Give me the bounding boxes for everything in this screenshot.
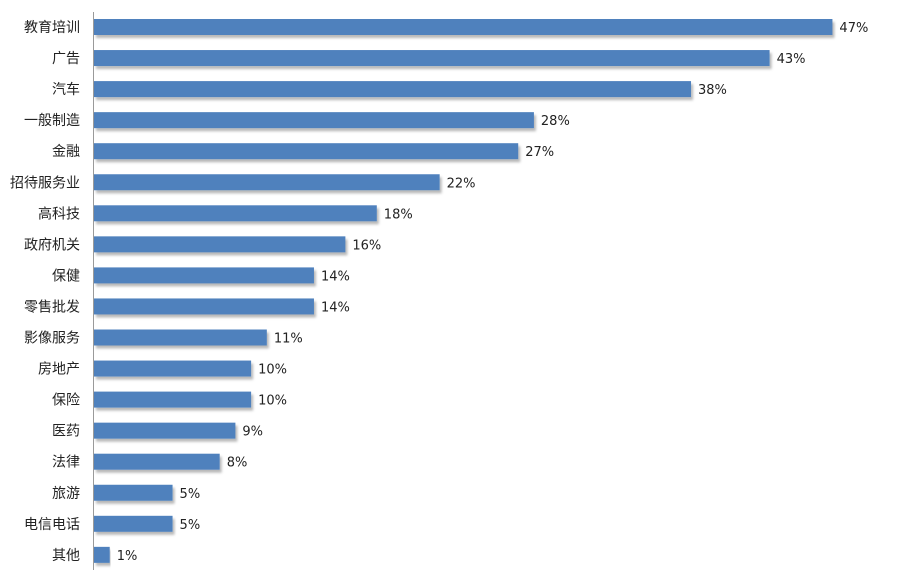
- value-label: 47%: [839, 21, 868, 36]
- value-label: 22%: [447, 176, 476, 191]
- bar: [94, 19, 833, 35]
- category-label: 保险: [52, 393, 80, 409]
- bar: [94, 360, 252, 377]
- value-label: 14%: [321, 269, 350, 284]
- value-label: 5%: [180, 518, 201, 533]
- value-label: 9%: [242, 425, 263, 440]
- value-label: 5%: [180, 487, 201, 502]
- category-label: 旅游: [52, 486, 80, 502]
- bar: [94, 174, 440, 191]
- category-label: 法律: [52, 455, 80, 471]
- bar: [94, 391, 252, 408]
- category-label: 零售批发: [24, 299, 80, 315]
- category-label: 医药: [52, 424, 80, 440]
- bar: [94, 515, 173, 532]
- value-label: 11%: [274, 332, 303, 347]
- value-label: 18%: [384, 207, 413, 222]
- value-label: 28%: [541, 114, 570, 129]
- bar: [94, 546, 110, 563]
- value-label: 43%: [777, 52, 806, 67]
- bar: [94, 205, 377, 222]
- bar: [94, 267, 314, 284]
- bar: [94, 112, 534, 129]
- category-label: 高科技: [38, 205, 80, 222]
- bar: [94, 81, 692, 98]
- bar: [94, 453, 220, 470]
- value-label: 10%: [258, 394, 287, 409]
- bar: [94, 484, 173, 501]
- category-label: 电信电话: [24, 517, 80, 533]
- category-label: 招待服务业: [10, 175, 80, 191]
- value-label: 27%: [525, 145, 554, 160]
- category-label: 其他: [52, 548, 80, 564]
- category-label: 保健: [52, 268, 80, 284]
- category-label: 一般制造: [24, 113, 80, 129]
- value-label: 8%: [227, 456, 248, 471]
- category-label: 影像服务: [24, 331, 80, 347]
- bar: [94, 298, 314, 315]
- category-labels: 教育培训广告汽车一般制造金融招待服务业高科技政府机关保健零售批发影像服务房地产保…: [10, 20, 80, 564]
- category-label: 汽车: [52, 81, 80, 98]
- category-label: 房地产: [38, 362, 80, 378]
- value-label: 38%: [698, 83, 727, 98]
- value-label: 16%: [352, 238, 381, 253]
- bar: [94, 143, 519, 160]
- value-label: 10%: [258, 363, 287, 378]
- category-label: 金融: [52, 144, 80, 160]
- category-label: 政府机关: [24, 237, 80, 253]
- bars-layer: [94, 19, 833, 563]
- bar: [94, 422, 236, 439]
- bar: [94, 329, 267, 346]
- category-label: 教育培训: [24, 20, 80, 36]
- bar: [94, 236, 346, 253]
- value-labels: 47% 43% 38% 28% 27% 22% 18% 16% 14% 14% 11% 10% 10% 9…: [117, 21, 869, 564]
- value-label: 14%: [321, 300, 350, 315]
- category-label: 广告: [52, 51, 80, 67]
- value-label: 1%: [117, 549, 138, 564]
- bar: [94, 50, 770, 67]
